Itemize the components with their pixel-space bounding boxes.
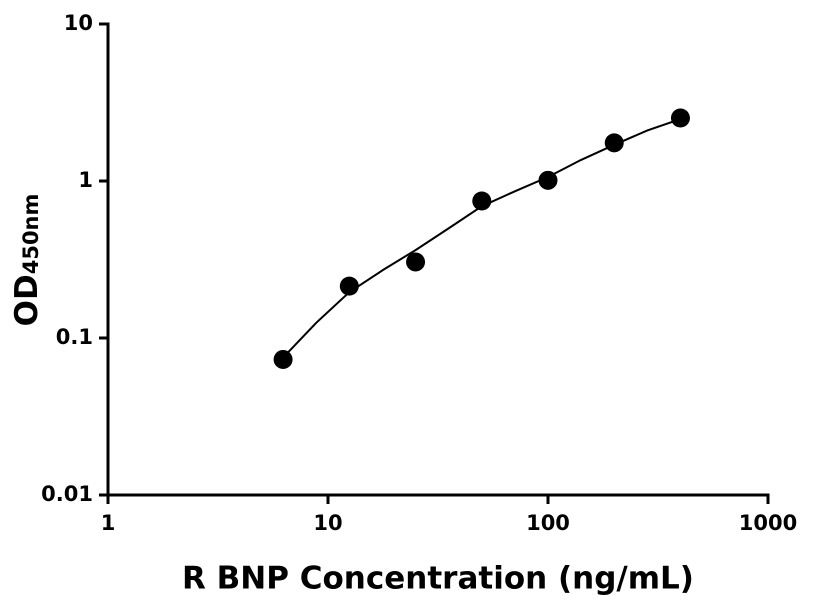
data-point <box>538 170 558 190</box>
data-point <box>273 349 293 369</box>
x-tick-label: 1 <box>101 511 116 535</box>
fit-curve <box>282 118 681 359</box>
y-axis-title-subscript: 450nm <box>19 194 43 275</box>
y-tick-label: 0.1 <box>56 325 93 349</box>
y-tick-label: 10 <box>64 11 93 35</box>
y-axis-title: OD450nm <box>9 194 45 327</box>
data-point <box>339 276 359 296</box>
x-axis-title: R BNP Concentration (ng/mL) <box>182 561 694 597</box>
data-point <box>670 108 690 128</box>
data-point <box>604 133 624 153</box>
y-tick-label: 0.01 <box>41 482 93 506</box>
y-axis-title-main: OD <box>9 274 45 326</box>
y-tick-label: 1 <box>78 168 93 192</box>
data-point <box>472 191 492 211</box>
data-point <box>406 252 426 272</box>
x-tick-label: 10 <box>313 511 342 535</box>
x-tick-label: 1000 <box>739 511 797 535</box>
x-tick-label: 100 <box>526 511 570 535</box>
